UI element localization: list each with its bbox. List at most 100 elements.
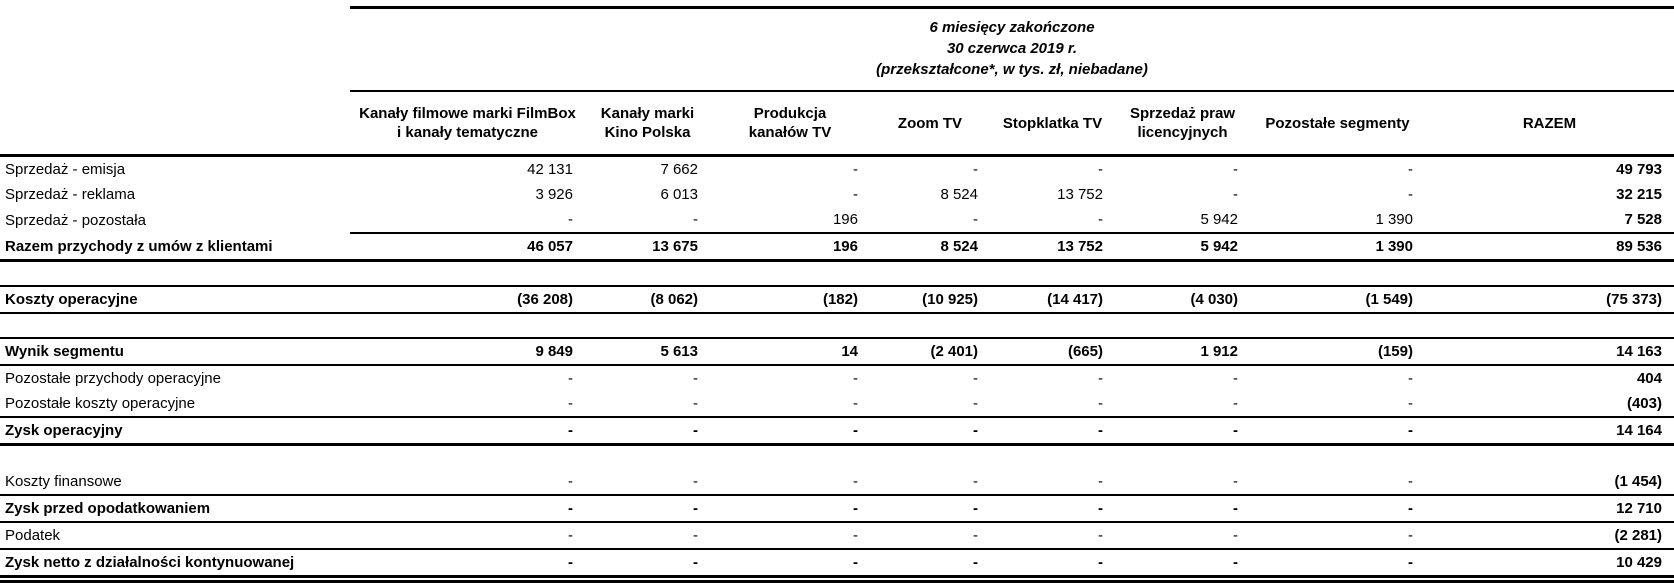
column-header-stopklatka-tv: Stopklatka TV xyxy=(990,91,1115,157)
cell: (182) xyxy=(710,285,870,314)
cell: - xyxy=(870,391,990,418)
cell-razem: 49 793 xyxy=(1616,161,1662,178)
cell: 8 524 xyxy=(940,186,978,203)
column-header-zoom-tv: Zoom TV xyxy=(870,91,990,157)
row-label: Zysk operacyjny xyxy=(0,417,350,446)
cell: - xyxy=(870,522,990,550)
cell: - xyxy=(990,417,1115,446)
cell: - xyxy=(1115,522,1250,550)
cell-razem: (1 454) xyxy=(1425,469,1674,496)
cell: (14 417) xyxy=(990,285,1115,314)
cell: 13 752 xyxy=(1057,186,1103,203)
cell: - xyxy=(568,370,573,387)
cell: - xyxy=(1250,469,1425,496)
cell: - xyxy=(1250,417,1425,446)
column-header-line: licencyjnych xyxy=(1137,124,1228,141)
column-header-line: Zoom TV xyxy=(897,114,963,132)
period-header-row: 6 miesięcy zakończone 30 czerwca 2019 r.… xyxy=(0,6,1674,92)
cell: - xyxy=(1115,391,1250,418)
column-header-pozostale-segmenty: Pozostałe segmenty xyxy=(1250,91,1425,157)
table-row-operating-costs: Koszty operacyjne (36 208) (8 062) (182)… xyxy=(0,285,1674,314)
cell: - xyxy=(585,522,710,550)
cell-razem: 12 710 xyxy=(1425,495,1674,523)
table-row-net-profit: Zysk netto z działalności kontynuowanej … xyxy=(0,549,1674,583)
cell: (4 030) xyxy=(1115,285,1250,314)
cell: 196 xyxy=(710,207,870,234)
cell: - xyxy=(870,207,990,234)
cell: - xyxy=(870,495,990,523)
cell: 5 613 xyxy=(585,337,710,366)
cell: 42 131 xyxy=(527,161,573,178)
table-row-total-revenue: Razem przychody z umów z klientami 46 05… xyxy=(0,233,1674,262)
cell: - xyxy=(350,549,585,583)
cell: - xyxy=(870,469,990,496)
cell: - xyxy=(1115,495,1250,523)
cell: - xyxy=(585,469,710,496)
row-label: Pozostałe koszty operacyjne xyxy=(0,391,350,418)
cell: - xyxy=(585,495,710,523)
column-header-row: Kanały filmowe marki FilmBox i kanały tem… xyxy=(0,91,1674,157)
cell-razem: (2 281) xyxy=(1425,522,1674,550)
period-header: 6 miesięcy zakończone 30 czerwca 2019 r.… xyxy=(350,6,1674,92)
cell: - xyxy=(350,522,585,550)
cell: - xyxy=(710,391,870,418)
cell-razem: 89 536 xyxy=(1425,233,1674,262)
column-header-line: kanałów TV xyxy=(748,124,832,141)
cell-razem: (403) xyxy=(1425,391,1674,418)
cell: - xyxy=(585,207,710,234)
cell: - xyxy=(1408,186,1413,203)
cell: 1 390 xyxy=(1250,207,1425,234)
column-header-line: Stopklatka TV xyxy=(1002,114,1103,132)
cell: 1 912 xyxy=(1115,337,1250,366)
table-row: Pozostałe koszty operacyjne - - - - - - … xyxy=(0,391,1674,418)
cell: - xyxy=(870,417,990,446)
cell: - xyxy=(1233,370,1238,387)
cell: 5 942 xyxy=(1115,233,1250,262)
row-label: Sprzedaż - pozostała xyxy=(5,211,146,229)
cell: - xyxy=(990,469,1115,496)
cell-razem: 10 429 xyxy=(1425,549,1674,583)
cell: (2 401) xyxy=(870,337,990,366)
cell: - xyxy=(853,186,858,203)
column-header-kino-polska: Kanały marki Kino Polska xyxy=(585,91,710,157)
cell: - xyxy=(1250,391,1425,418)
cell: 1 390 xyxy=(1250,233,1425,262)
cell: 6 013 xyxy=(660,186,698,203)
cell: - xyxy=(710,495,870,523)
column-header-filmbox: Kanały filmowe marki FilmBox i kanały tem… xyxy=(350,91,585,157)
table-row: Sprzedaż - pozostała - - 196 - - 5 942 1… xyxy=(0,207,1674,234)
cell-razem: 7 528 xyxy=(1425,207,1674,234)
row-label: Koszty operacyjne xyxy=(0,285,350,314)
row-label: Sprzedaż - emisja xyxy=(5,161,126,178)
cell: - xyxy=(710,417,870,446)
cell: - xyxy=(710,522,870,550)
spacer xyxy=(0,313,1674,338)
cell: - xyxy=(1250,549,1425,583)
cell: - xyxy=(1408,161,1413,178)
cell: (36 208) xyxy=(350,285,585,314)
spacer xyxy=(0,445,1674,470)
segment-results-table: 6 miesięcy zakończone 30 czerwca 2019 r.… xyxy=(0,6,1674,583)
table-row-operating-profit: Zysk operacyjny - - - - - - - 14 164 xyxy=(0,417,1674,446)
row-label: Razem przychody z umów z klientami xyxy=(0,233,350,262)
cell: - xyxy=(1098,370,1103,387)
cell: (1 549) xyxy=(1250,285,1425,314)
cell: - xyxy=(350,469,585,496)
table-row-segment-result: Wynik segmentu 9 849 5 613 14 (2 401) (6… xyxy=(0,337,1674,366)
column-header-line: RAZEM xyxy=(1522,114,1577,132)
cell-razem: 404 xyxy=(1636,370,1662,387)
cell: 46 057 xyxy=(350,233,585,262)
column-header-line: Sprzedaż praw xyxy=(1129,105,1236,122)
column-header-line: Kino Polska xyxy=(604,124,691,141)
cell-razem: (75 373) xyxy=(1425,285,1674,314)
cell: - xyxy=(853,161,858,178)
cell: 7 662 xyxy=(660,161,698,178)
column-header-razem: RAZEM xyxy=(1425,91,1674,157)
cell: - xyxy=(710,469,870,496)
cell: - xyxy=(973,370,978,387)
cell: - xyxy=(1250,522,1425,550)
row-label: Pozostałe przychody operacyjne xyxy=(5,370,221,387)
cell: - xyxy=(990,495,1115,523)
column-header-sprzedaz-praw: Sprzedaż praw licencyjnych xyxy=(1115,91,1250,157)
cell: - xyxy=(1408,370,1413,387)
